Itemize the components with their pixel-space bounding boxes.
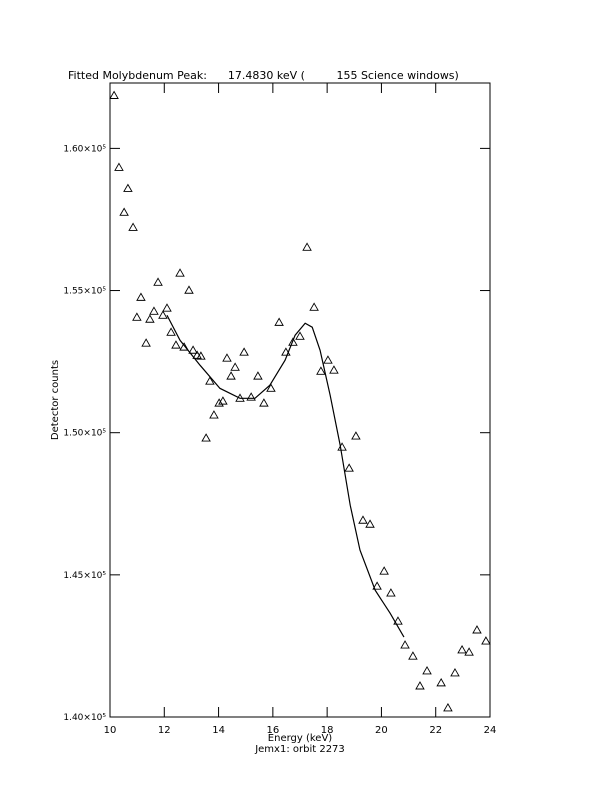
y-tick-label: 1.45×10⁵ — [63, 571, 106, 581]
data-point — [266, 383, 276, 392]
data-point — [393, 616, 403, 625]
data-point — [295, 331, 305, 340]
x-tick-label: 16 — [266, 725, 279, 736]
data-point — [351, 431, 361, 440]
data-point — [214, 398, 224, 407]
y-tick-label: 1.50×10⁵ — [63, 429, 106, 439]
data-point — [226, 371, 236, 380]
data-point — [209, 410, 219, 419]
x-tick-label: 20 — [375, 725, 388, 736]
data-point — [119, 207, 129, 216]
data-point — [344, 463, 354, 472]
y-tick-label: 1.55×10⁵ — [63, 287, 106, 297]
data-point — [218, 396, 228, 405]
y-axis-label: Detector counts — [50, 360, 61, 440]
data-point — [166, 327, 176, 336]
data-point — [196, 351, 206, 360]
data-point — [309, 302, 319, 311]
x-tick-label: 18 — [321, 725, 334, 736]
data-point — [114, 162, 124, 171]
data-point — [274, 317, 284, 326]
data-point — [481, 636, 491, 645]
data-point — [136, 292, 146, 301]
data-point — [422, 666, 432, 675]
data-point — [472, 625, 482, 634]
data-point — [109, 90, 119, 99]
data-point — [288, 337, 298, 346]
data-point — [457, 644, 467, 654]
data-point — [201, 433, 211, 442]
data-point — [365, 519, 375, 528]
data-point — [372, 581, 382, 590]
data-point — [132, 312, 142, 321]
data-point — [450, 668, 460, 677]
data-point — [158, 310, 168, 319]
y-tick-label: 1.40×10⁵ — [63, 713, 106, 723]
data-point — [323, 355, 333, 364]
data-point — [239, 347, 249, 356]
data-point — [358, 515, 368, 524]
data-point — [128, 222, 138, 231]
x-tick-label: 24 — [484, 725, 497, 736]
data-point — [175, 268, 185, 277]
data-point — [302, 242, 312, 251]
x-tick-label: 10 — [104, 725, 117, 736]
x-tick-label: 14 — [212, 725, 225, 736]
data-point — [145, 314, 155, 323]
data-point — [259, 398, 269, 407]
subtitle: Jemx1: orbit 2273 — [254, 744, 345, 755]
data-point — [149, 306, 159, 315]
data-point — [153, 277, 163, 286]
x-tick-label: 22 — [429, 725, 442, 736]
data-point — [162, 303, 172, 312]
data-point — [464, 647, 474, 656]
data-point — [246, 392, 256, 401]
data-point — [253, 371, 263, 380]
plot-frame — [109, 82, 491, 718]
data-point — [141, 338, 151, 347]
data-point — [379, 566, 389, 575]
chart-title: Fitted Molybdenum Peak: 17.4830 keV ( 15… — [68, 69, 459, 82]
data-point — [408, 651, 418, 660]
data-point — [400, 640, 410, 649]
data-point — [386, 588, 396, 597]
data-point — [179, 342, 189, 351]
data-point — [222, 353, 232, 362]
y-tick-label: 1.60×10⁵ — [63, 144, 106, 154]
x-tick-label: 12 — [158, 725, 171, 736]
x-axis-label: Energy (keV) — [268, 733, 333, 744]
data-point — [205, 376, 215, 385]
data-point — [188, 345, 198, 354]
data-point — [171, 340, 181, 349]
data-point — [184, 285, 194, 294]
data-point — [230, 362, 240, 371]
data-point — [436, 677, 446, 687]
data-point — [415, 681, 425, 690]
data-point — [329, 365, 339, 374]
data-point — [123, 183, 133, 192]
fit-line — [166, 314, 405, 638]
data-point — [443, 702, 453, 712]
data-point — [316, 366, 326, 375]
